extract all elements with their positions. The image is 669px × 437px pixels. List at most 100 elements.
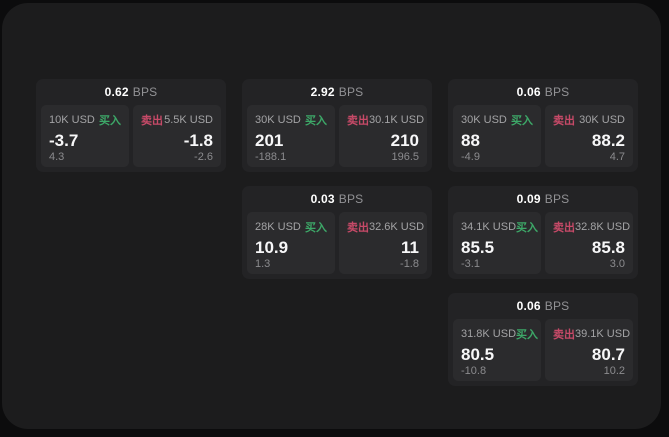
bps-value: 0.62 bbox=[104, 85, 129, 99]
buy-sub-value: -4.9 bbox=[461, 150, 480, 163]
buy-main-value: -3.7 bbox=[49, 131, 79, 150]
sell-header-row: 卖出 5.5K USD bbox=[141, 112, 213, 128]
buy-tag: 买入 bbox=[305, 222, 327, 234]
sell-panel[interactable]: 卖出 32.8K USD 85.8 3.0 bbox=[545, 212, 633, 274]
sell-amount: 32.6K USD bbox=[369, 221, 425, 233]
sell-amount: 39.1K USD bbox=[575, 328, 631, 340]
sell-main-value: 85.8 bbox=[591, 238, 625, 257]
sell-main-value: 11 bbox=[401, 238, 419, 257]
card-body: 31.8K USD 买入 80.5 -10.8 卖出 39.1K USD 80.… bbox=[453, 319, 633, 381]
bps-value: 0.06 bbox=[516, 85, 541, 99]
sell-sub-value: 4.7 bbox=[609, 150, 625, 163]
sell-panel[interactable]: 卖出 30K USD 88.2 4.7 bbox=[545, 105, 633, 167]
buy-main-value: 201 bbox=[255, 131, 284, 150]
buy-main-value: 10.9 bbox=[255, 238, 289, 257]
card-body: 30K USD 买入 201 -188.1 卖出 30.1K USD 210 1… bbox=[247, 105, 427, 167]
sell-tag: 卖出 bbox=[347, 115, 369, 127]
sell-panel[interactable]: 卖出 32.6K USD 11 -1.8 bbox=[339, 212, 427, 274]
sell-header-row: 卖出 30.1K USD bbox=[347, 112, 424, 128]
bps-unit-label: BPS bbox=[544, 299, 570, 313]
quote-cards-grid: 0.62 BPS 10K USD 买入 -3.7 4.3 卖出 5.5K USD… bbox=[36, 79, 638, 386]
quote-card[interactable]: 0.06 BPS 31.8K USD 买入 80.5 -10.8 卖出 39.1… bbox=[448, 293, 638, 386]
bps-unit-label: BPS bbox=[338, 85, 364, 99]
bps-unit-label: BPS bbox=[338, 192, 364, 206]
sell-sub-value: -2.6 bbox=[194, 150, 213, 163]
buy-header-row: 30K USD 买入 bbox=[255, 112, 327, 128]
sell-tag: 卖出 bbox=[553, 329, 575, 341]
sell-panel[interactable]: 卖出 39.1K USD 80.7 10.2 bbox=[545, 319, 633, 381]
sell-tag: 卖出 bbox=[553, 115, 575, 127]
card-header: 2.92 BPS bbox=[247, 79, 427, 105]
bps-value: 0.09 bbox=[516, 192, 541, 206]
card-header: 0.62 BPS bbox=[41, 79, 221, 105]
buy-sub-value: 4.3 bbox=[49, 150, 65, 163]
sell-header-row: 卖出 32.6K USD bbox=[347, 219, 424, 235]
sell-panel[interactable]: 卖出 30.1K USD 210 196.5 bbox=[339, 105, 427, 167]
bps-unit-label: BPS bbox=[544, 85, 570, 99]
buy-amount: 28K USD bbox=[255, 221, 301, 233]
sell-amount: 32.8K USD bbox=[575, 221, 631, 233]
buy-amount: 30K USD bbox=[255, 114, 301, 126]
buy-tag: 买入 bbox=[305, 115, 327, 127]
buy-main-value: 85.5 bbox=[461, 238, 495, 257]
card-header: 0.06 BPS bbox=[453, 79, 633, 105]
buy-panel[interactable]: 10K USD 买入 -3.7 4.3 bbox=[41, 105, 129, 167]
card-body: 28K USD 买入 10.9 1.3 卖出 32.6K USD 11 -1.8 bbox=[247, 212, 427, 274]
buy-panel[interactable]: 30K USD 买入 88 -4.9 bbox=[453, 105, 541, 167]
buy-sub-value: -188.1 bbox=[255, 150, 287, 163]
sell-tag: 卖出 bbox=[553, 222, 575, 234]
card-header: 0.09 BPS bbox=[453, 186, 633, 212]
sell-tag: 卖出 bbox=[347, 222, 369, 234]
buy-amount: 34.1K USD bbox=[461, 221, 517, 233]
buy-sub-value: -10.8 bbox=[461, 364, 487, 377]
sell-main-value: 88.2 bbox=[591, 131, 625, 150]
sell-sub-value: -1.8 bbox=[400, 257, 419, 270]
buy-tag: 买入 bbox=[516, 329, 539, 341]
buy-header-row: 28K USD 买入 bbox=[255, 219, 327, 235]
buy-amount: 10K USD bbox=[49, 114, 95, 126]
buy-header-row: 34.1K USD 买入 bbox=[461, 219, 538, 235]
quote-card[interactable]: 0.62 BPS 10K USD 买入 -3.7 4.3 卖出 5.5K USD… bbox=[36, 79, 226, 172]
sell-sub-value: 3.0 bbox=[609, 257, 625, 270]
sell-main-value: -1.8 bbox=[183, 131, 213, 150]
buy-panel[interactable]: 28K USD 买入 10.9 1.3 bbox=[247, 212, 335, 274]
buy-tag: 买入 bbox=[99, 115, 121, 127]
sell-panel[interactable]: 卖出 5.5K USD -1.8 -2.6 bbox=[133, 105, 221, 167]
quote-card[interactable]: 2.92 BPS 30K USD 买入 201 -188.1 卖出 30.1K … bbox=[242, 79, 432, 172]
sell-sub-value: 196.5 bbox=[391, 150, 419, 163]
quote-card[interactable]: 0.09 BPS 34.1K USD 买入 85.5 -3.1 卖出 32.8K… bbox=[448, 186, 638, 279]
buy-main-value: 80.5 bbox=[461, 345, 495, 364]
buy-header-row: 30K USD 买入 bbox=[461, 112, 533, 128]
sell-main-value: 210 bbox=[390, 131, 419, 150]
quote-card[interactable]: 0.06 BPS 30K USD 买入 88 -4.9 卖出 30K USD 8… bbox=[448, 79, 638, 172]
card-header: 0.03 BPS bbox=[247, 186, 427, 212]
sell-tag: 卖出 bbox=[141, 115, 163, 127]
sell-main-value: 80.7 bbox=[591, 345, 625, 364]
buy-tag: 买入 bbox=[511, 115, 533, 127]
buy-panel[interactable]: 34.1K USD 买入 85.5 -3.1 bbox=[453, 212, 541, 274]
buy-panel[interactable]: 30K USD 买入 201 -188.1 bbox=[247, 105, 335, 167]
sell-header-row: 卖出 30K USD bbox=[553, 112, 625, 128]
card-body: 10K USD 买入 -3.7 4.3 卖出 5.5K USD -1.8 -2.… bbox=[41, 105, 221, 167]
bps-value: 0.06 bbox=[516, 299, 541, 313]
bps-value: 0.03 bbox=[310, 192, 335, 206]
quote-card[interactable]: 0.03 BPS 28K USD 买入 10.9 1.3 卖出 32.6K US… bbox=[242, 186, 432, 279]
sell-amount: 30K USD bbox=[579, 114, 625, 126]
buy-sub-value: -3.1 bbox=[461, 257, 480, 270]
buy-main-value: 88 bbox=[461, 131, 480, 150]
bps-value: 2.92 bbox=[310, 85, 335, 99]
bps-unit-label: BPS bbox=[544, 192, 570, 206]
card-header: 0.06 BPS bbox=[453, 293, 633, 319]
sell-sub-value: 10.2 bbox=[603, 364, 625, 377]
buy-header-row: 31.8K USD 买入 bbox=[461, 326, 538, 342]
sell-header-row: 卖出 32.8K USD bbox=[553, 219, 630, 235]
sell-amount: 30.1K USD bbox=[369, 114, 425, 126]
buy-header-row: 10K USD 买入 bbox=[49, 112, 121, 128]
main-panel: 0.62 BPS 10K USD 买入 -3.7 4.3 卖出 5.5K USD… bbox=[2, 3, 661, 429]
buy-panel[interactable]: 31.8K USD 买入 80.5 -10.8 bbox=[453, 319, 541, 381]
buy-tag: 买入 bbox=[516, 222, 539, 234]
buy-amount: 31.8K USD bbox=[461, 328, 517, 340]
sell-amount: 5.5K USD bbox=[164, 114, 213, 126]
card-body: 34.1K USD 买入 85.5 -3.1 卖出 32.8K USD 85.8… bbox=[453, 212, 633, 274]
